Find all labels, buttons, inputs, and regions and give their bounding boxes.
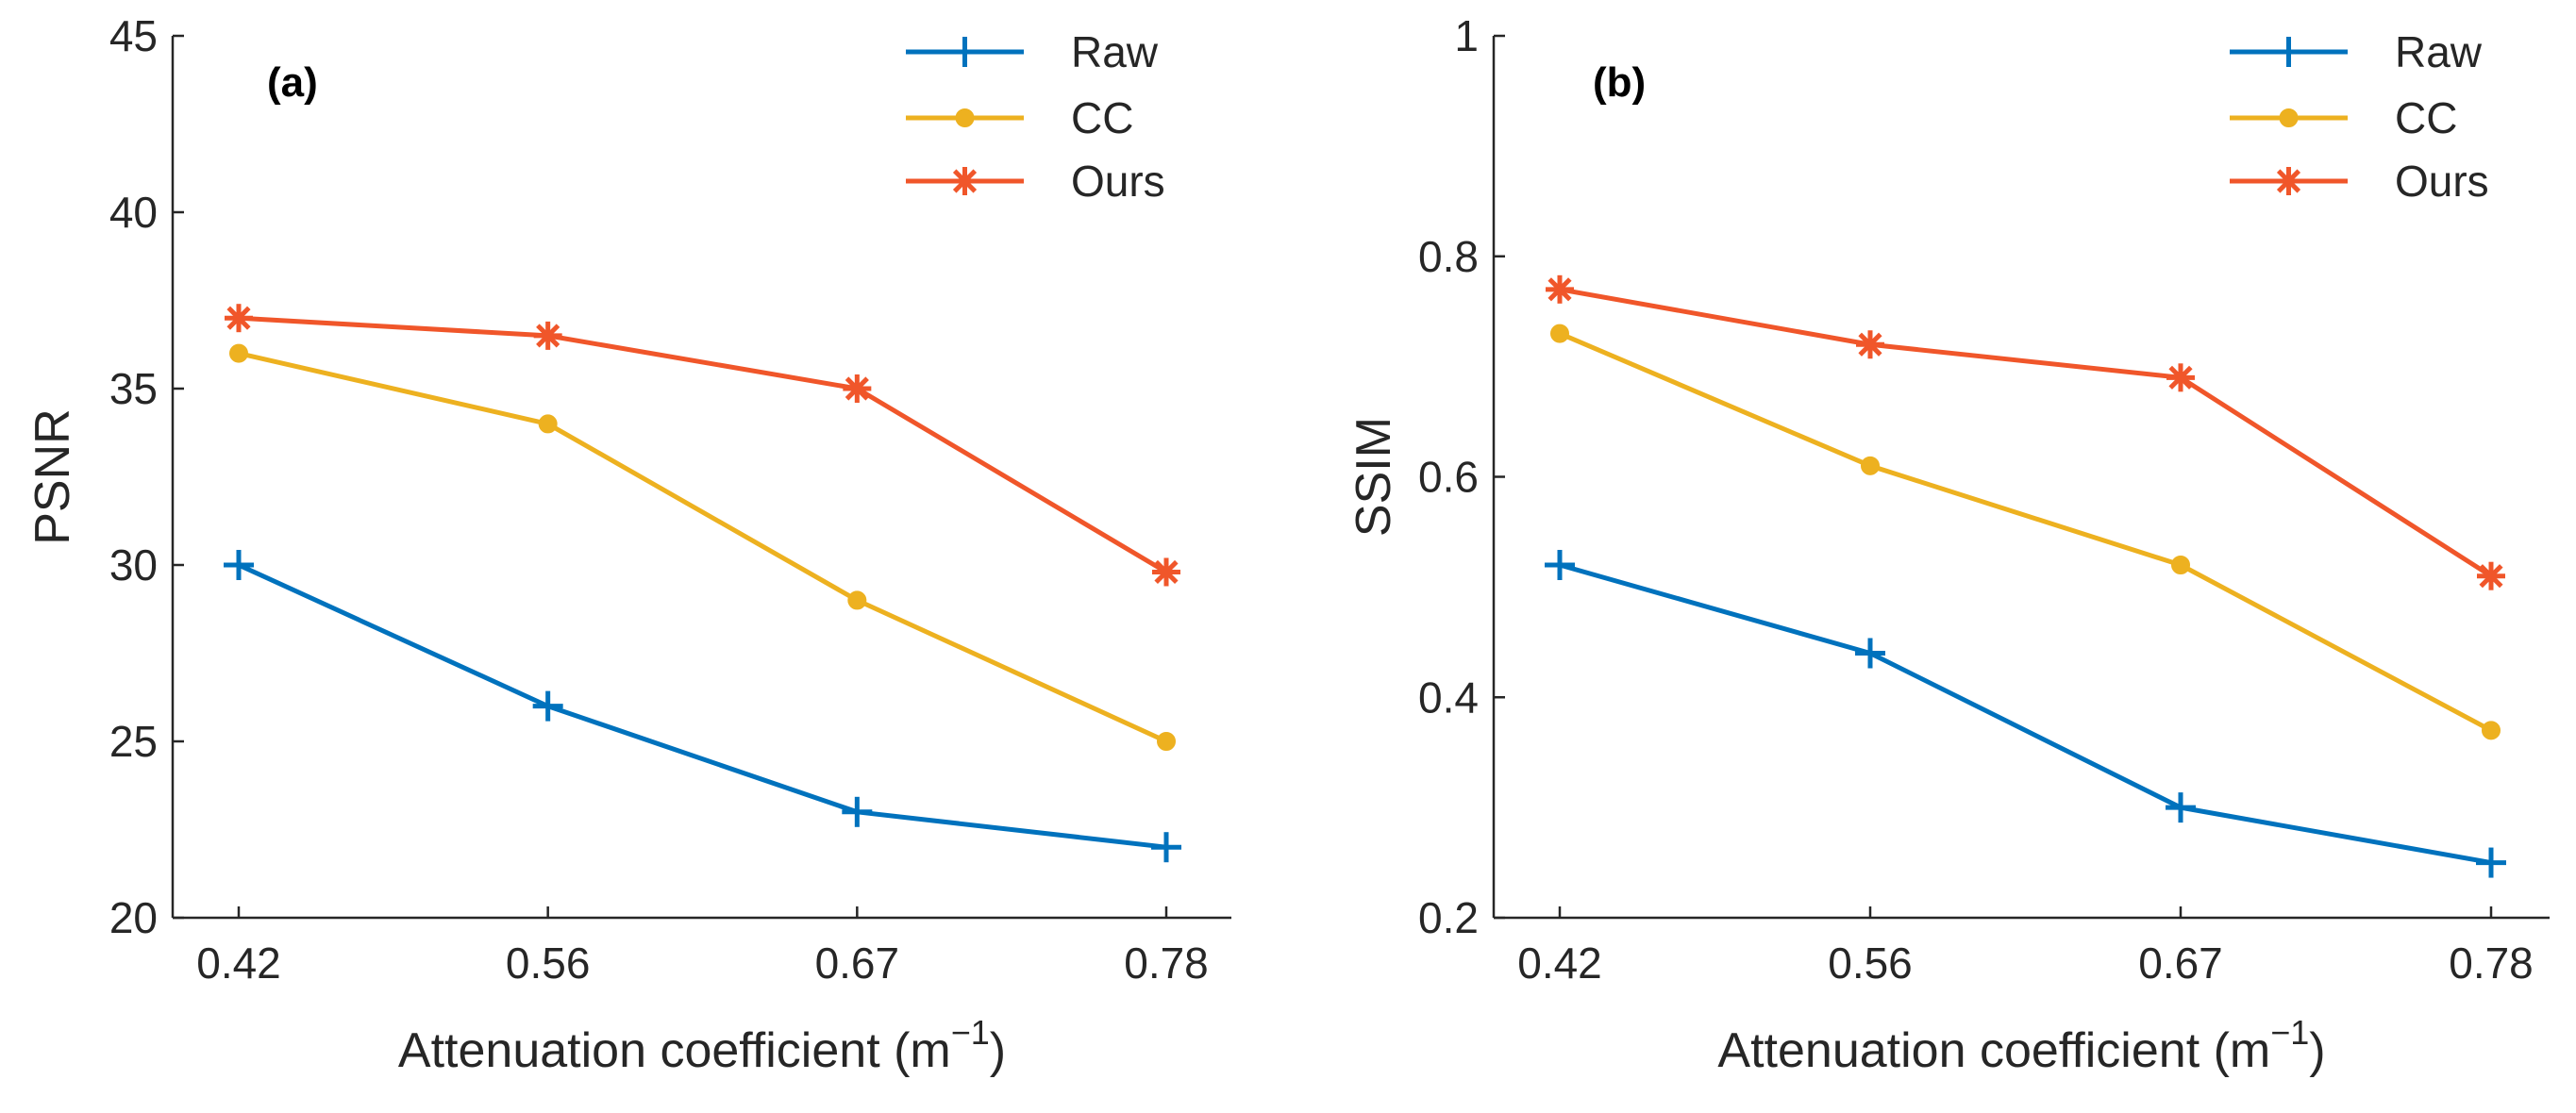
chart-0-ytick-label-4: 40 xyxy=(109,188,158,237)
chart-1-series-raw xyxy=(1545,550,2506,878)
chart-1-point-cc-3 xyxy=(2482,721,2501,740)
chart-1-legend-label-cc: CC xyxy=(2395,93,2457,142)
chart-0-legend-item-raw: Raw xyxy=(906,27,1159,76)
chart-1-point-cc-0 xyxy=(1550,324,1569,343)
chart-0-series-line-ours xyxy=(238,315,1168,574)
chart-1-xtick-label-3: 0.78 xyxy=(2449,939,2534,988)
chart-0-ytick-label-3: 35 xyxy=(109,364,158,413)
chart-1-legend-item-cc: CC xyxy=(2230,93,2457,142)
chart-1-legend-marker-ours-d2 xyxy=(2276,169,2301,193)
chart-0-x-axis-title-close: ) xyxy=(990,1023,1006,1078)
chart-1-series-line-cc xyxy=(1559,331,2493,733)
chart-1-legend-label-ours: Ours xyxy=(2395,157,2489,206)
chart-0-ytick-label-0: 20 xyxy=(109,893,158,942)
chart-0-y-axis-title: PSNR xyxy=(25,408,80,544)
chart-1-ytick-label-3: 0.8 xyxy=(1418,232,1479,281)
chart-0-point-ours-3-d2 xyxy=(1154,559,1179,585)
chart-0-legend-marker-cc xyxy=(955,108,975,127)
chart-0-x-axis-title: Attenuation coefficient (m−1) xyxy=(398,1013,1006,1078)
chart-1-y-axis-title: SSIM xyxy=(1347,417,1401,537)
chart-0-point-cc-1 xyxy=(538,414,558,434)
chart-1-ytick-label-0: 0.2 xyxy=(1418,893,1479,942)
chart-0-x-axis-title-main: Attenuation coefficient (m xyxy=(398,1023,951,1078)
chart-0-series-cc xyxy=(229,343,1176,751)
chart-1-panel-label: (b) xyxy=(1593,59,1646,106)
chart-0-axes: 20 25 30 35 40 45 0.42 0.56 0.67 0.78 xyxy=(109,11,1231,988)
chart-0-ytick-label-5: 45 xyxy=(109,11,158,60)
chart-1-xtick-label-2: 0.67 xyxy=(2138,939,2223,988)
chart-0-legend-label-cc: CC xyxy=(1071,93,1133,142)
chart-1-series-cc xyxy=(1550,324,2501,740)
chart-0-point-ours-1-d2 xyxy=(536,324,560,348)
chart-1-series-line-raw xyxy=(1559,562,2492,866)
chart-0-legend: Raw CC Ours xyxy=(906,27,1165,206)
chart-1: 0.2 0.4 0.6 0.8 1 0.42 0.56 0.67 0.78 Attenuation… xyxy=(1347,11,2550,1078)
chart-0-x-axis-title-exp: −1 xyxy=(951,1013,990,1052)
chart-0-xtick-label-2: 0.67 xyxy=(815,939,900,988)
chart-1-ytick-label-1: 0.4 xyxy=(1418,673,1479,722)
chart-1-xtick-label-0: 0.42 xyxy=(1517,939,1602,988)
chart-1-xtick-label-1: 0.56 xyxy=(1828,939,1913,988)
chart-0-legend-label-ours: Ours xyxy=(1071,157,1165,206)
chart-0-panel-label: (a) xyxy=(267,59,318,106)
chart-0: 20 25 30 35 40 45 0.42 0.56 0.67 0.78 Attenuation … xyxy=(25,11,1231,1078)
chart-1-x-axis-title: Attenuation coefficient (m−1) xyxy=(1717,1013,2325,1078)
chart-1-point-ours-3-d2 xyxy=(2479,564,2503,589)
chart-0-series-line-raw xyxy=(237,562,1167,850)
chart-0-point-ours-2-d2 xyxy=(845,376,869,401)
chart-1-x-axis-title-close: ) xyxy=(2309,1023,2325,1078)
chart-1-x-axis-title-main: Attenuation coefficient (m xyxy=(1717,1023,2270,1078)
chart-1-ytick-label-4: 1 xyxy=(1454,11,1479,60)
chart-0-ytick-label-2: 30 xyxy=(109,540,158,590)
chart-0-xtick-label-0: 0.42 xyxy=(196,939,281,988)
chart-1-series-ours xyxy=(1546,274,2505,590)
chart-0-legend-marker-ours-d2 xyxy=(952,169,978,193)
chart-0-point-cc-2 xyxy=(847,590,867,610)
chart-1-x-axis-title-exp: −1 xyxy=(2270,1013,2309,1052)
chart-1-legend-item-ours: Ours xyxy=(2230,157,2489,206)
chart-1-point-ours-2-d2 xyxy=(2168,365,2193,390)
chart-1-legend-item-raw: Raw xyxy=(2230,27,2483,76)
chart-0-ytick-label-1: 25 xyxy=(109,717,158,766)
chart-1-point-ours-0-d2 xyxy=(1547,277,1572,302)
chart-0-series-line-cc xyxy=(238,351,1168,744)
chart-1-point-ours-1-d2 xyxy=(1858,332,1882,357)
chart-1-legend: Raw CC Ours xyxy=(2230,27,2489,206)
chart-0-series-raw xyxy=(224,550,1181,863)
chart-1-legend-marker-cc xyxy=(2279,108,2299,127)
chart-0-point-cc-0 xyxy=(229,343,248,363)
chart-1-series-line-ours xyxy=(1559,287,2493,578)
chart-0-xtick-label-3: 0.78 xyxy=(1124,939,1209,988)
chart-0-point-cc-3 xyxy=(1157,732,1176,751)
chart-1-axes: 0.2 0.4 0.6 0.8 1 0.42 0.56 0.67 0.78 xyxy=(1418,11,2550,988)
chart-0-xtick-label-1: 0.56 xyxy=(506,939,591,988)
chart-0-legend-label-raw: Raw xyxy=(1071,27,1159,76)
chart-1-point-cc-2 xyxy=(2171,556,2190,574)
chart-0-legend-item-ours: Ours xyxy=(906,157,1165,206)
chart-1-legend-label-raw: Raw xyxy=(2395,27,2483,76)
chart-0-legend-item-cc: CC xyxy=(906,93,1133,142)
chart-1-ytick-label-2: 0.6 xyxy=(1418,453,1479,502)
chart-0-series-ours xyxy=(225,304,1180,587)
chart-0-point-ours-0-d2 xyxy=(226,306,251,330)
chart-1-point-cc-1 xyxy=(1861,456,1880,475)
